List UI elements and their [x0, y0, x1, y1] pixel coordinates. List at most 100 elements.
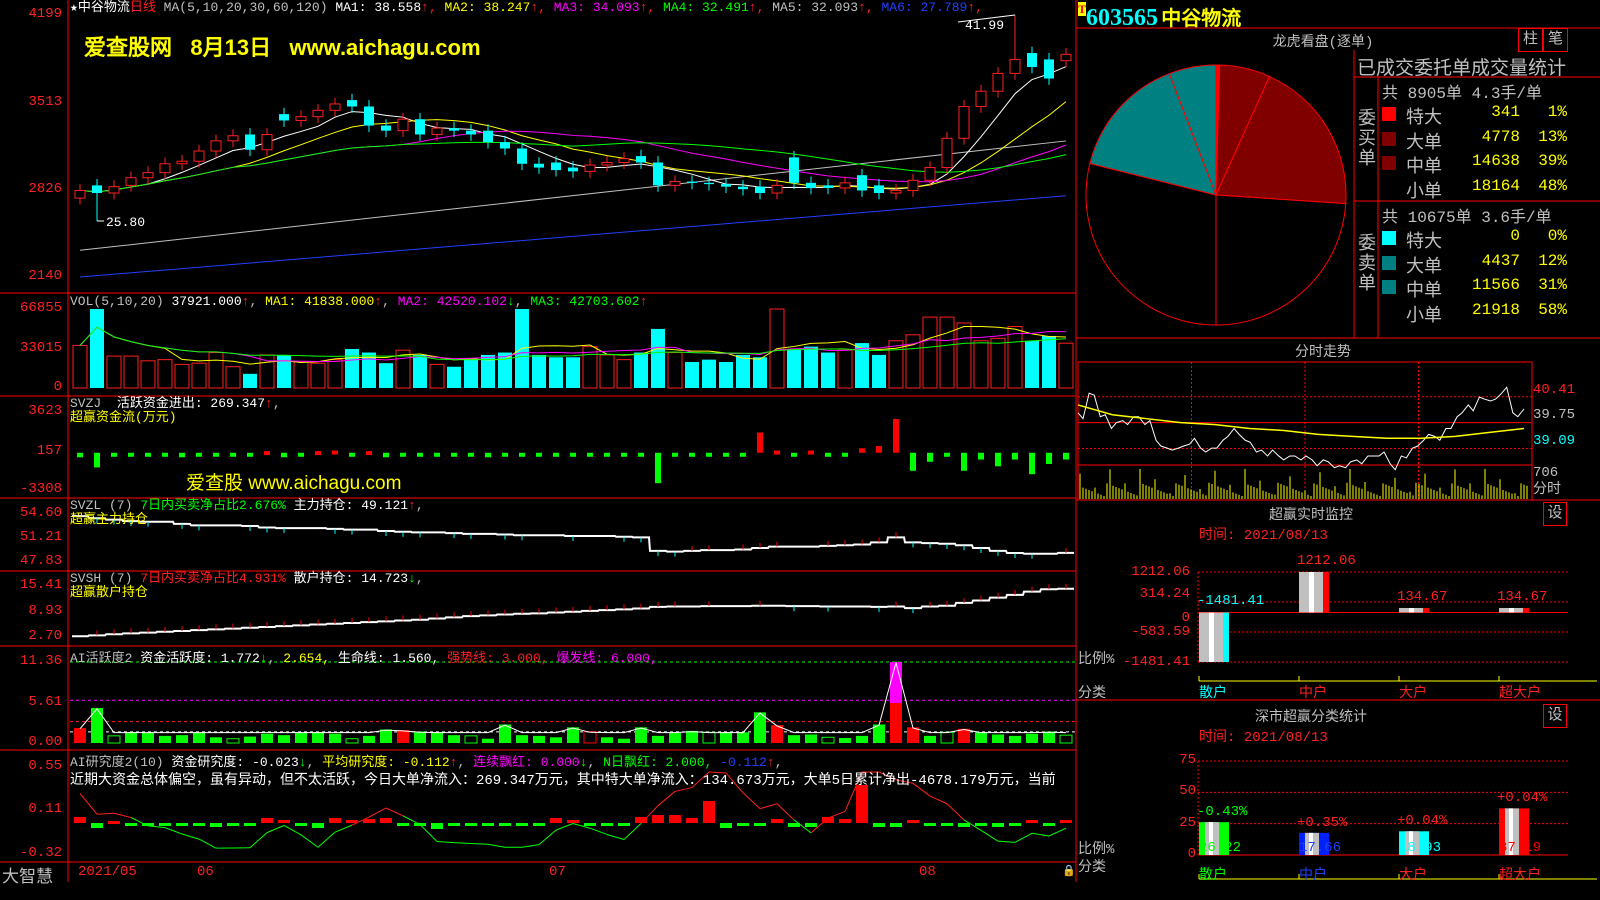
x-tick: 07: [549, 864, 566, 880]
research-bar: [635, 817, 647, 823]
ma-params: MA(5,10,20,30,60,120): [163, 0, 328, 15]
volume-bar: [225, 366, 241, 389]
activity-bar: [1043, 731, 1055, 743]
bar-edge: [1523, 608, 1529, 613]
x-tick: 2021/05: [78, 864, 137, 880]
research-bar: [1060, 820, 1072, 823]
research-bar: [159, 823, 171, 826]
szstat-change-label: +0.35%: [1297, 814, 1348, 831]
activity-bar: [635, 727, 647, 743]
research-bar: [261, 818, 273, 823]
volume-bar: [464, 358, 478, 388]
ai-research-legend: AI研究度2(10) 资金研究度: -0.023↓, 平均研究度: -0.112…: [70, 755, 783, 770]
candle: [466, 130, 476, 135]
volume-bar: [719, 362, 733, 388]
activity-bar: [482, 738, 494, 743]
szstat-change-label: -0.43%: [1197, 804, 1248, 821]
stock-code: 603565: [1086, 5, 1159, 31]
order-type-label: 大单: [1406, 257, 1442, 278]
bar-edge: [1323, 572, 1329, 613]
szstat-value-label: 37.19: [1499, 840, 1542, 856]
research-line: [895, 779, 914, 784]
y-tick: 0.11: [28, 801, 62, 817]
monitor-bar-label: 134.67: [1497, 589, 1548, 605]
order-volume: 4437: [1481, 251, 1520, 270]
candle: [907, 179, 919, 191]
order-type-label: 特大: [1406, 109, 1442, 129]
svzj-bar: [298, 452, 304, 457]
activity-bar: [261, 733, 273, 743]
szstat-y-tick: 50: [1179, 783, 1196, 800]
svzj-bar: [502, 452, 508, 457]
research-bar: [363, 819, 375, 823]
candle: [92, 185, 102, 194]
bar-mode-button[interactable]: 柱: [1518, 28, 1543, 52]
monitor-settings-button[interactable]: 设: [1543, 502, 1567, 526]
activity-bar: [924, 735, 936, 743]
candle: [517, 148, 527, 164]
svzj-bar: [145, 452, 151, 457]
research-line: [1031, 832, 1050, 837]
szstat-settings-button[interactable]: 设: [1543, 704, 1567, 728]
star-icon: ★: [70, 0, 78, 15]
y-tick: -3308: [19, 481, 62, 497]
volume-bar: [106, 355, 122, 389]
svzj-bar: [604, 452, 610, 457]
research-bar: [550, 818, 562, 823]
activity-bar: [907, 727, 919, 743]
volume-bar: [956, 322, 972, 389]
candle: [261, 133, 273, 151]
order-pct: 39%: [1538, 152, 1567, 170]
pen-mode-button[interactable]: 笔: [1543, 28, 1568, 52]
monitor-ratio-label: 比例%: [1078, 652, 1115, 668]
legend-swatch: [1382, 231, 1396, 245]
research-line: [912, 782, 931, 797]
candle: [415, 119, 425, 135]
research-line: [436, 841, 455, 844]
research-bar: [703, 801, 715, 823]
research-line: [96, 812, 115, 815]
order-pct: 1%: [1547, 103, 1567, 121]
research-bar: [295, 823, 307, 826]
volume-bar: [566, 357, 580, 388]
research-bar: [720, 823, 732, 828]
y-tick: 2826: [28, 181, 62, 197]
svzj-bar: [655, 452, 661, 484]
volume-bar: [208, 352, 224, 389]
research-line: [283, 825, 302, 836]
research-line: [198, 838, 217, 849]
y-tick: 11.36: [19, 653, 62, 669]
bar-highlight: [1509, 608, 1514, 613]
activity-bar: [890, 662, 902, 703]
svzj-bar: [740, 452, 746, 457]
szstat-y-tick: 25: [1179, 814, 1196, 831]
szstat-y-tick: 75: [1179, 752, 1196, 768]
activity-bar: [737, 732, 749, 743]
volume-bar: [634, 352, 648, 388]
activity-bar: [975, 732, 987, 743]
activity-bar: [533, 735, 545, 743]
candle: [789, 157, 799, 183]
research-line: [657, 791, 676, 807]
lock-icon[interactable]: 🔒: [1062, 866, 1076, 878]
candle: [500, 142, 510, 149]
svzj-bar: [893, 419, 899, 453]
y-tick: 51.21: [19, 529, 62, 545]
candle: [397, 118, 409, 132]
svzj-bar: [332, 450, 338, 455]
activity-bar: [193, 732, 205, 743]
svzj-bar: [111, 452, 117, 457]
research-line: [759, 803, 778, 810]
szstat-change-label: +0.04%: [1397, 813, 1448, 830]
buy-side-label: 委买单: [1358, 110, 1376, 170]
volume-bar: [447, 366, 461, 388]
order-volume: 14638: [1471, 152, 1520, 170]
research-line: [521, 844, 540, 848]
sell-side-label: 委卖单: [1358, 235, 1376, 295]
order-volume: 18164: [1471, 176, 1520, 195]
y-tick: 3623: [28, 403, 62, 419]
research-bar: [533, 823, 545, 826]
period-label[interactable]: 日线: [129, 0, 156, 15]
research-line: [980, 829, 999, 842]
